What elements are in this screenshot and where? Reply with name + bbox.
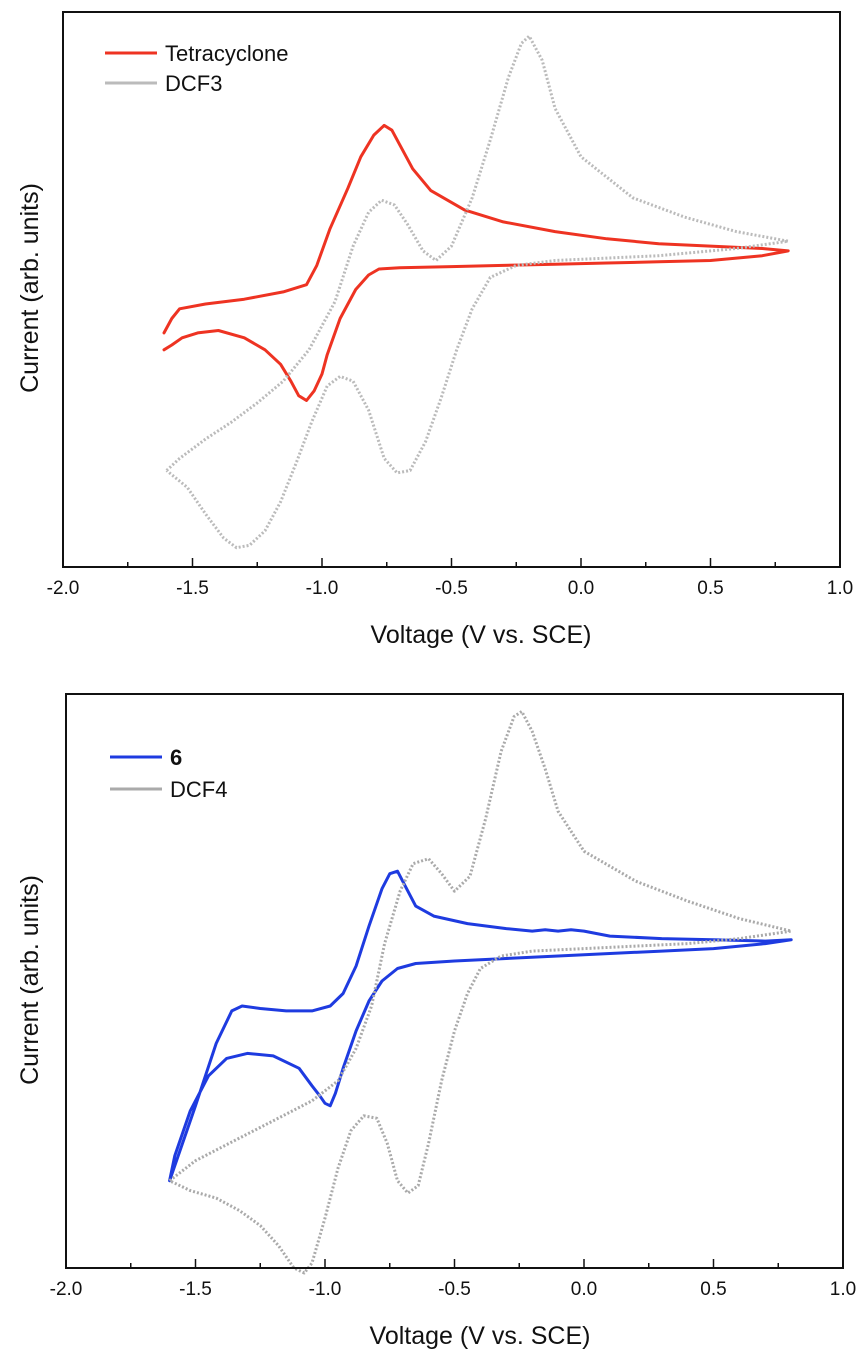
- legend: 6 DCF4: [110, 745, 227, 802]
- x-tick-label: -2.0: [47, 578, 80, 599]
- legend-label-1: Tetracyclone: [165, 41, 289, 66]
- x-tick-label: -0.5: [435, 578, 468, 599]
- chart-tetracyclone-dcf3: -2.0 -1.5 -1.0 -0.5 0.0 0.5 1.0 Tetracyclone DC…: [16, 11, 853, 649]
- x-tick-label: -1.5: [176, 578, 209, 599]
- legend-label-1: 6: [170, 745, 182, 770]
- series-line-1: [168, 869, 793, 1183]
- x-tick-label: -1.0: [306, 578, 339, 599]
- chart-6-dcf4: -2.0 -1.5 -1.0 -0.5 0.0 0.5 1.0 6 DCF4 Voltage …: [16, 693, 856, 1350]
- x-tick-label: 0.0: [568, 578, 594, 599]
- x-ticks: -2.0 -1.5 -1.0 -0.5 0.0 0.5 1.0: [50, 1259, 856, 1300]
- y-axis-title: Current (arb. units): [16, 875, 44, 1085]
- plot-layer: [168, 710, 793, 1275]
- x-tick-label: -0.5: [438, 1279, 471, 1300]
- series-line-1: [162, 123, 790, 402]
- plot-layer: [162, 34, 790, 550]
- x-ticks: -2.0 -1.5 -1.0 -0.5 0.0 0.5 1.0: [47, 558, 853, 599]
- x-axis-title: Voltage (V vs. SCE): [371, 621, 592, 649]
- x-axis-title: Voltage (V vs. SCE): [370, 1322, 591, 1350]
- x-tick-label: 0.5: [700, 1279, 726, 1300]
- y-axis-title: Current (arb. units): [16, 183, 44, 393]
- legend-label-2: DCF3: [165, 71, 222, 96]
- x-tick-label: 0.0: [571, 1279, 597, 1300]
- x-tick-label: -1.5: [179, 1279, 212, 1300]
- x-tick-label: -2.0: [50, 1279, 83, 1300]
- legend-label-2: DCF4: [170, 777, 227, 802]
- x-tick-label: 1.0: [830, 1279, 856, 1300]
- series-line-2: [168, 710, 793, 1275]
- x-tick-label: 1.0: [827, 578, 853, 599]
- x-tick-label: 0.5: [697, 578, 723, 599]
- x-tick-label: -1.0: [309, 1279, 342, 1300]
- series-line-2: [165, 34, 790, 550]
- legend: Tetracyclone DCF3: [105, 41, 289, 96]
